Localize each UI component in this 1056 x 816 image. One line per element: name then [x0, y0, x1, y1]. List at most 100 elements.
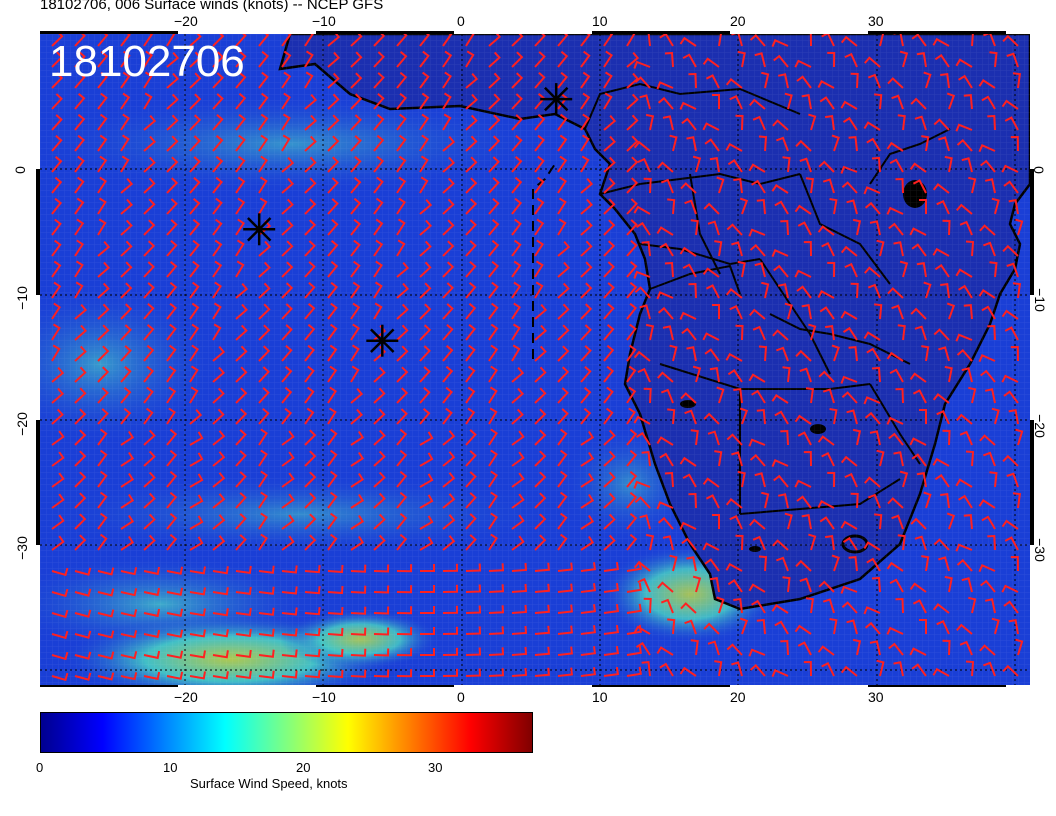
wind-barb	[891, 304, 904, 320]
wind-barb	[166, 428, 178, 446]
wind-barb	[863, 396, 881, 405]
wind-barb	[442, 647, 459, 656]
wind-barb	[327, 344, 338, 362]
wind-barb	[821, 34, 835, 47]
wind-barb	[864, 266, 881, 278]
wind-barb	[166, 671, 184, 680]
wind-barb	[442, 156, 456, 173]
wind-barb	[626, 470, 638, 488]
wind-barb	[557, 71, 569, 89]
wind-barb	[827, 471, 836, 488]
wind-barb	[557, 667, 573, 677]
wind-barb	[688, 72, 697, 89]
wind-barb	[603, 50, 613, 68]
wind-barb	[981, 95, 996, 110]
wind-barb	[662, 115, 674, 131]
wind-barb	[863, 121, 881, 131]
wind-barb	[281, 261, 294, 278]
wind-barb	[748, 438, 766, 447]
wind-barb	[987, 114, 996, 131]
wind-barb	[864, 56, 881, 68]
wind-barb	[932, 37, 950, 47]
wind-barb	[716, 386, 725, 404]
wind-barb	[641, 451, 651, 467]
wind-barb	[780, 429, 789, 446]
wind-barb	[327, 585, 344, 595]
wind-barb	[748, 583, 766, 593]
wind-barb	[511, 562, 528, 572]
wind-barb	[51, 135, 63, 152]
wind-barb	[465, 156, 478, 173]
wind-barb	[442, 386, 454, 404]
wind-barb	[840, 375, 858, 384]
wind-barb	[74, 218, 85, 236]
wind-barb	[911, 663, 927, 677]
wind-barb	[680, 392, 697, 404]
wind-barb	[886, 626, 904, 635]
wind-barb	[737, 260, 746, 278]
wind-barb	[212, 514, 226, 530]
wind-barb	[189, 650, 206, 659]
wind-barb	[887, 77, 904, 89]
wind-barb	[235, 387, 248, 404]
wind-barb	[442, 177, 455, 194]
wind-barb	[639, 94, 651, 110]
wind-barb	[749, 663, 766, 677]
wind-barb	[212, 366, 226, 383]
wind-barb	[626, 72, 640, 89]
wind-barb	[120, 198, 134, 215]
wind-barb	[373, 387, 386, 404]
wind-barb	[350, 430, 365, 446]
wind-barb	[51, 34, 64, 47]
wind-barb	[932, 457, 950, 467]
wind-barb	[635, 641, 651, 656]
wind-barb	[871, 576, 881, 593]
wind-barb	[831, 554, 840, 572]
wind-barb	[899, 470, 909, 488]
wind-barb	[327, 365, 338, 383]
wind-barb	[511, 323, 521, 341]
wind-barb	[702, 267, 720, 278]
wind-barb	[396, 387, 409, 404]
wind-barb	[580, 345, 592, 362]
wind-barb	[373, 155, 385, 173]
wind-barb	[281, 565, 298, 574]
wind-barb	[488, 647, 505, 656]
wind-barb	[166, 72, 180, 89]
wind-barb	[419, 366, 431, 383]
wind-barb	[819, 96, 835, 110]
wind-barb	[189, 302, 200, 320]
wind-barb	[819, 306, 835, 320]
wind-barb	[714, 660, 723, 677]
wind-barb	[817, 225, 835, 236]
wind-barb	[983, 661, 996, 677]
wind-barb	[189, 177, 201, 194]
wind-barb	[716, 176, 725, 194]
wind-barb	[961, 577, 973, 593]
wind-barb	[557, 134, 568, 152]
wind-barb	[281, 366, 293, 383]
wind-barb	[784, 302, 793, 320]
wind-barb	[659, 34, 674, 47]
wind-barb	[634, 76, 651, 89]
wind-barb	[829, 198, 838, 215]
lat-tick-left: −10	[13, 286, 30, 310]
wind-barb	[488, 51, 501, 68]
wind-barb	[465, 240, 477, 257]
wind-barb	[442, 71, 452, 89]
wind-barb	[511, 366, 525, 383]
wind-barb	[684, 199, 697, 215]
wind-barb	[396, 197, 406, 215]
wind-barb	[281, 586, 298, 595]
wind-barb	[1006, 262, 1019, 278]
wind-barb	[660, 388, 674, 404]
wind-barb	[980, 369, 996, 383]
wind-barb	[761, 491, 770, 509]
wind-barb	[919, 409, 927, 424]
wind-barb	[867, 493, 881, 509]
wind-barb	[97, 512, 108, 530]
wind-barb	[891, 514, 904, 530]
wind-barb	[442, 282, 454, 299]
wind-barb	[304, 344, 316, 362]
wind-barb	[761, 281, 770, 299]
